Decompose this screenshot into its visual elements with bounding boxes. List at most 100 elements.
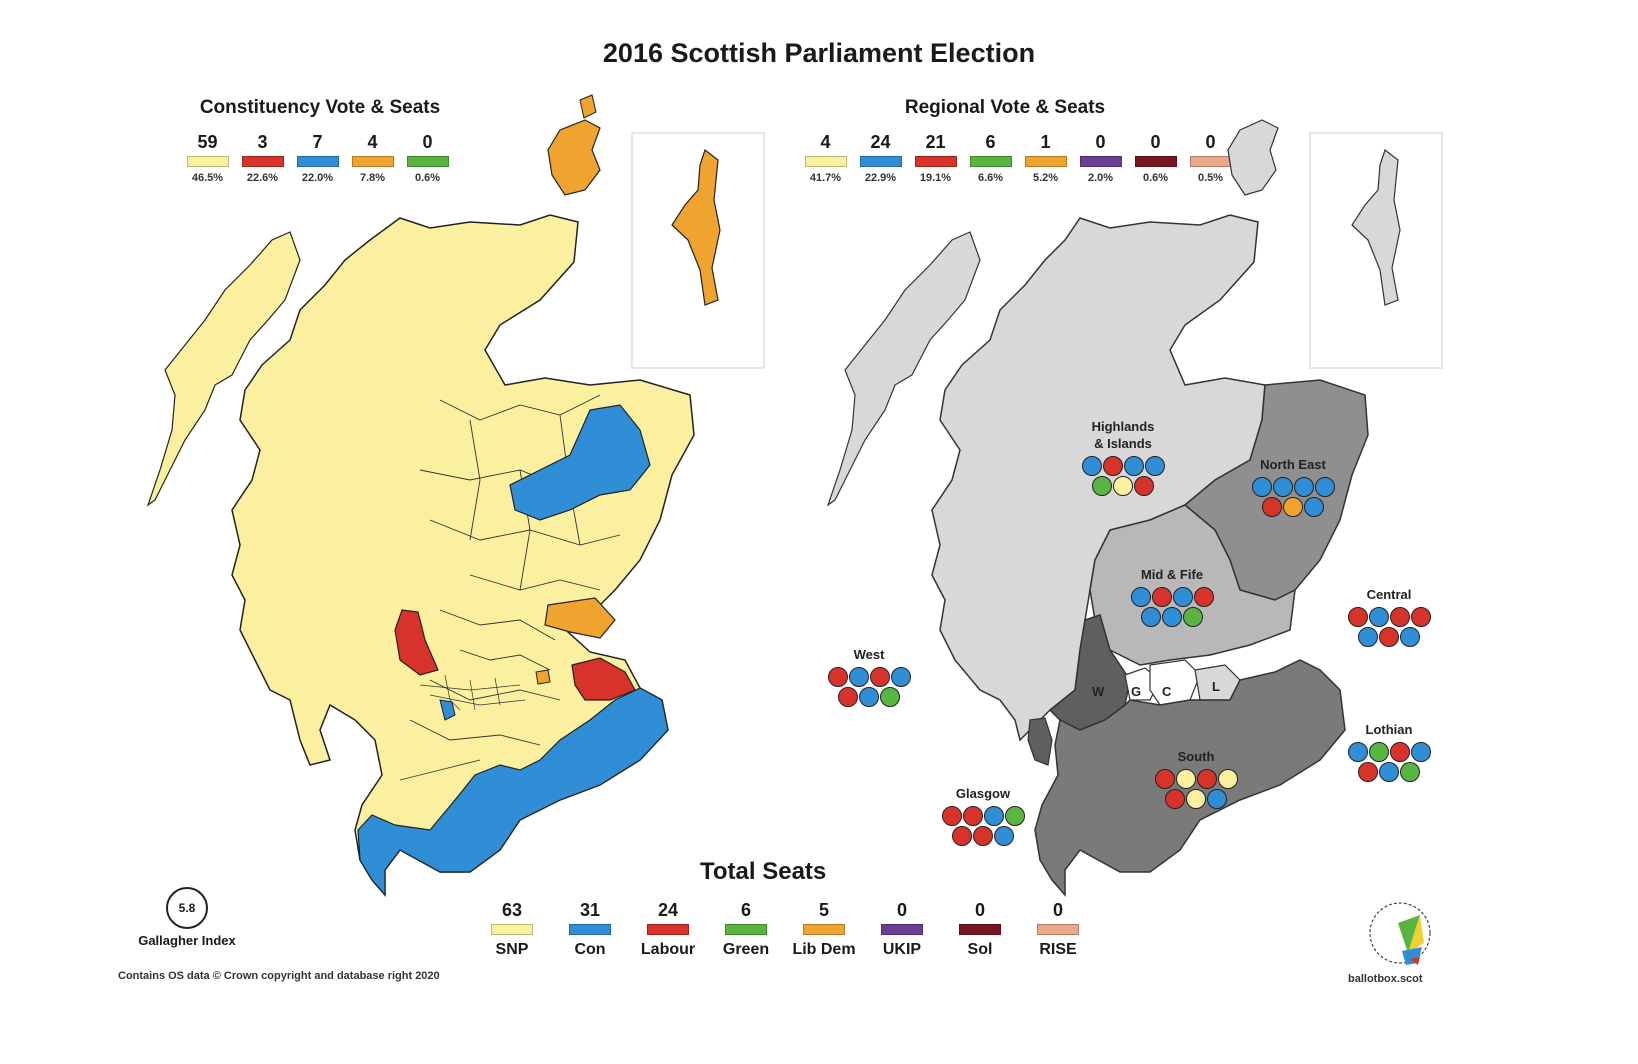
total-legend-item: 0 UKIP <box>881 900 923 958</box>
shetland-inset-frame-regional <box>1309 132 1443 369</box>
seat-dot <box>1368 607 1389 627</box>
ballotbox-logo-icon <box>1369 902 1431 965</box>
south-scotland-con <box>357 687 669 897</box>
seat-row <box>1358 627 1421 647</box>
seat-row <box>838 687 901 707</box>
constituency-legend-item: 3 22.6% <box>235 132 290 184</box>
seat-row <box>1154 769 1238 789</box>
seat-dot <box>880 687 900 707</box>
total-legend-item: 0 Sol <box>941 900 1019 959</box>
edinburgh-western-ld <box>535 669 551 685</box>
total-legend-item: 6 Green <box>722 900 770 958</box>
central-belt-detail <box>419 674 526 711</box>
seat-row <box>1141 607 1204 627</box>
seat-group <box>1136 769 1256 809</box>
seat-row <box>1130 587 1214 607</box>
seat-row <box>952 826 1015 846</box>
legend-swatch <box>859 156 902 167</box>
regional-legend-item: 6 6.6% <box>963 132 1018 184</box>
eastwood-con <box>439 699 456 721</box>
logo-url: ballotbox.scot <box>1348 973 1423 985</box>
seat-dot <box>1262 497 1282 517</box>
total-seats-legend: 63 SNP 31 Con 24 Labour 6 Green 5 Lib Dem 0 UK… <box>473 900 1097 959</box>
seat-dot <box>1217 769 1238 789</box>
total-legend-item: 63 SNP <box>473 900 551 959</box>
seat-dot <box>1196 769 1217 789</box>
legend-swatch <box>406 156 449 167</box>
shetland-inset-frame <box>631 132 765 369</box>
seat-group <box>1112 587 1232 627</box>
region-glasgow: Glasgow <box>923 785 1043 846</box>
constituency-legend-item: 0 0.6% <box>400 132 455 184</box>
constituency-heading: Constituency Vote & Seats <box>199 97 441 118</box>
seat-dot <box>1207 789 1227 809</box>
legend-swatch <box>569 924 611 935</box>
seat-dot <box>1165 789 1185 809</box>
legend-swatch <box>1024 156 1067 167</box>
seat-dot <box>1162 607 1182 627</box>
seat-dot <box>1358 762 1378 782</box>
aberdeenshire-con <box>509 404 651 521</box>
total-legend-item: 0 RISE <box>1019 900 1097 959</box>
total-legend-item: 31 Con <box>551 900 629 959</box>
orkney-regional <box>1227 119 1279 196</box>
legend-swatch <box>647 924 689 935</box>
seat-row <box>1347 607 1431 627</box>
region-label: Glasgow <box>955 786 1011 801</box>
legend-swatch <box>1079 156 1122 167</box>
map-letter-glasgow: G <box>1131 684 1142 699</box>
seat-dot <box>1144 456 1165 476</box>
east-lothian-lab <box>571 657 636 701</box>
shetland-regional <box>1351 149 1401 306</box>
regional-legend-item: 21 19.1% <box>908 132 963 184</box>
map-letter-west: W <box>1092 684 1105 699</box>
orkney-constituency <box>547 119 601 196</box>
regional-legend-item: 1 5.2% <box>1018 132 1073 184</box>
region-west: West <box>809 646 929 707</box>
orkney-islet <box>579 94 597 119</box>
seat-row <box>1262 497 1325 517</box>
region-label: Central <box>1366 587 1412 602</box>
dumbarton-lab <box>394 609 439 676</box>
seat-group <box>923 806 1043 846</box>
seat-dot <box>983 806 1004 826</box>
seat-dot <box>869 667 890 687</box>
seat-dot <box>1347 742 1368 762</box>
region-lothian: Lothian <box>1329 721 1449 782</box>
regional-legend-item: 4 41.7% <box>798 132 853 184</box>
regional-legend-item: 24 22.9% <box>853 132 908 184</box>
regional-legend-item: 0 0.6% <box>1128 132 1183 184</box>
seat-dot <box>1400 762 1420 782</box>
seat-dot <box>941 806 962 826</box>
seat-dot <box>859 687 879 707</box>
seat-row <box>941 806 1025 826</box>
region-label: North East <box>1260 457 1326 472</box>
seat-dot <box>827 667 848 687</box>
central-region <box>1149 659 1201 706</box>
seat-group <box>1329 742 1449 782</box>
seat-dot <box>1389 742 1410 762</box>
seat-dot <box>1283 497 1303 517</box>
region-label: Highlands & Islands <box>1091 419 1155 451</box>
seat-dot <box>1314 477 1335 497</box>
constituency-legend-item: 4 7.8% <box>345 132 400 184</box>
western-isles-constituency <box>146 231 301 507</box>
region-south: South <box>1136 748 1256 809</box>
legend-swatch <box>296 156 339 167</box>
seat-row <box>1081 456 1165 476</box>
seat-row <box>1092 476 1155 496</box>
seat-dot <box>1154 769 1175 789</box>
seat-dot <box>1358 627 1378 647</box>
seat-dot <box>1175 769 1196 789</box>
seat-dot <box>1193 587 1214 607</box>
seat-dot <box>1304 497 1324 517</box>
seat-dot <box>1400 627 1420 647</box>
total-legend-item: 5 Lib Dem <box>792 900 856 958</box>
regional-legend-item: 0 2.0% <box>1073 132 1128 184</box>
seat-dot <box>848 667 869 687</box>
legend-swatch <box>803 924 845 935</box>
western-isles-regional <box>826 231 981 507</box>
seat-dot <box>838 687 858 707</box>
copyright-note: Contains OS data © Crown copyright and d… <box>118 970 440 982</box>
